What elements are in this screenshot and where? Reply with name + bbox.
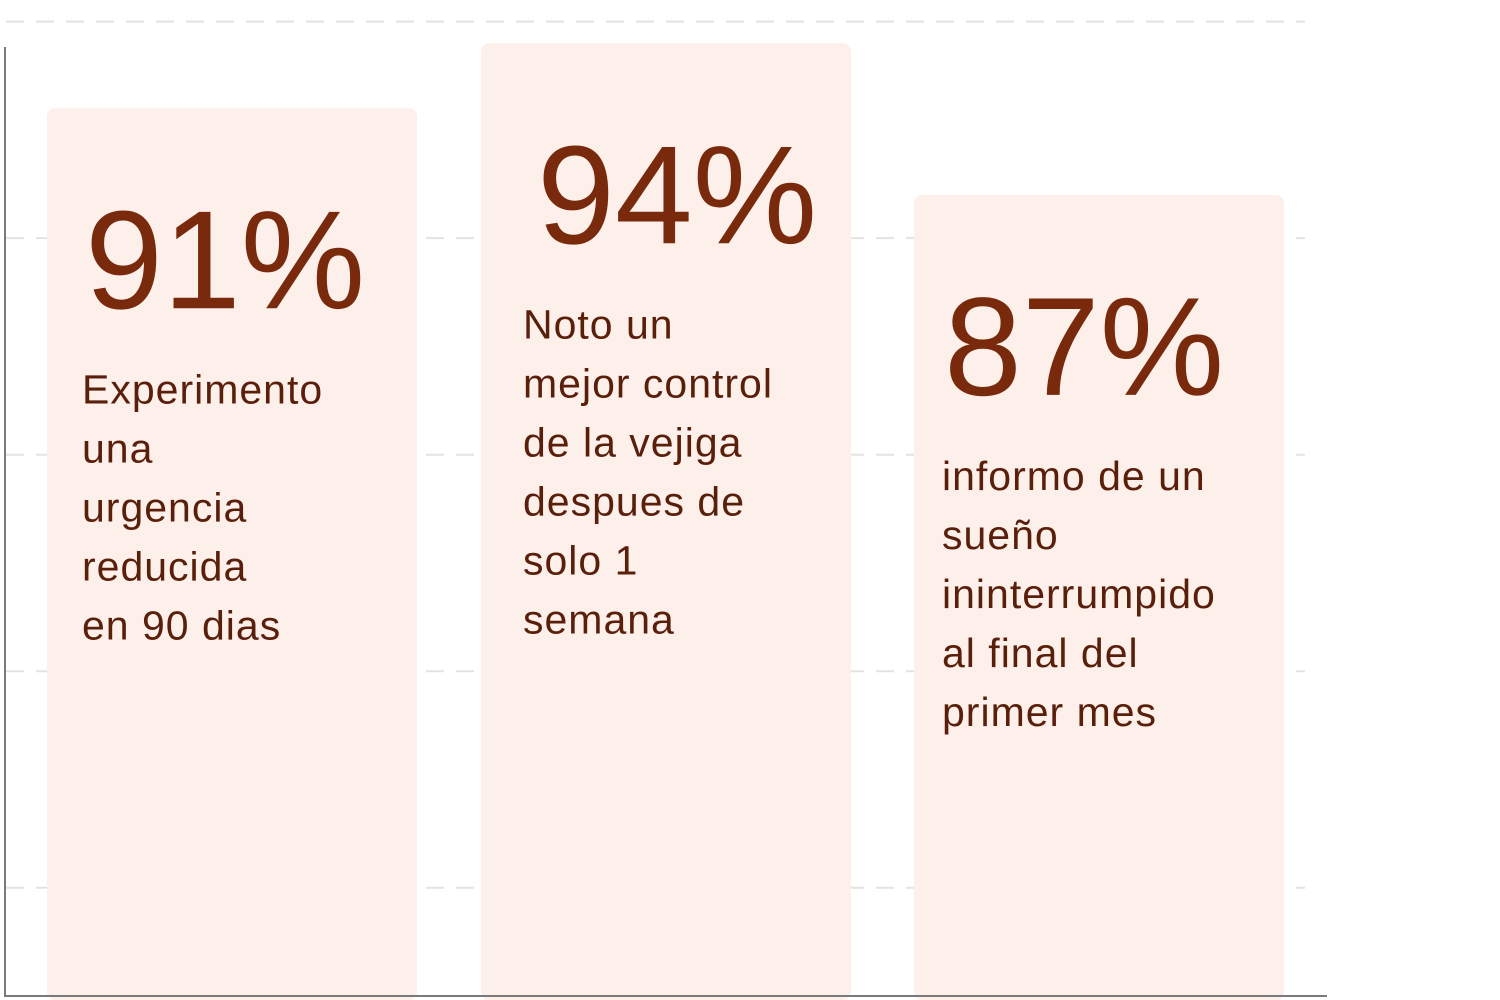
description-line: ininterrumpido [942,571,1216,617]
axes [4,47,1327,997]
description-line: reducida [82,543,247,589]
bar-value-label-2: 94% [537,116,817,273]
description-line: en 90 dias [82,602,281,648]
bars: 91% Experimento una urgencia reducida en 90 d… [47,43,1284,1000]
description-line: semana [523,596,675,642]
bar-description-3: informo de un sueño ininterrumpido al final… [942,453,1216,735]
description-line: despues de [523,478,745,524]
bar-description-2: Noto un mejor control de la vejiga despues … [523,301,773,642]
description-line: al final del [942,630,1139,676]
description-line: primer mes [942,689,1157,735]
description-line: informo de un [942,453,1206,499]
bar-group-2: 94% Noto un mejor control de la vejiga despu… [481,43,851,1000]
bar-description-1: Experimento una urgencia reducida en 90 dias [82,366,323,648]
description-line: sueño [942,512,1059,558]
bar-3 [914,194,1284,1000]
description-line: Noto un [523,301,674,347]
description-line: mejor control [523,360,773,406]
bar-group-1: 91% Experimento una urgencia reducida en 90 d… [47,108,417,1000]
description-line: una [82,425,153,471]
description-line: urgencia [82,484,247,530]
bar-group-3: 87% informo de un sueño ininterrumpido al fi… [914,194,1284,1000]
description-line: solo 1 [523,537,638,583]
bar-1 [47,108,417,1000]
bar-value-label-1: 91% [85,181,365,338]
bar-2 [481,43,851,1000]
description-line: Experimento [82,366,323,412]
description-line: de la vejiga [523,419,742,465]
bar-value-label-3: 87% [944,268,1224,425]
